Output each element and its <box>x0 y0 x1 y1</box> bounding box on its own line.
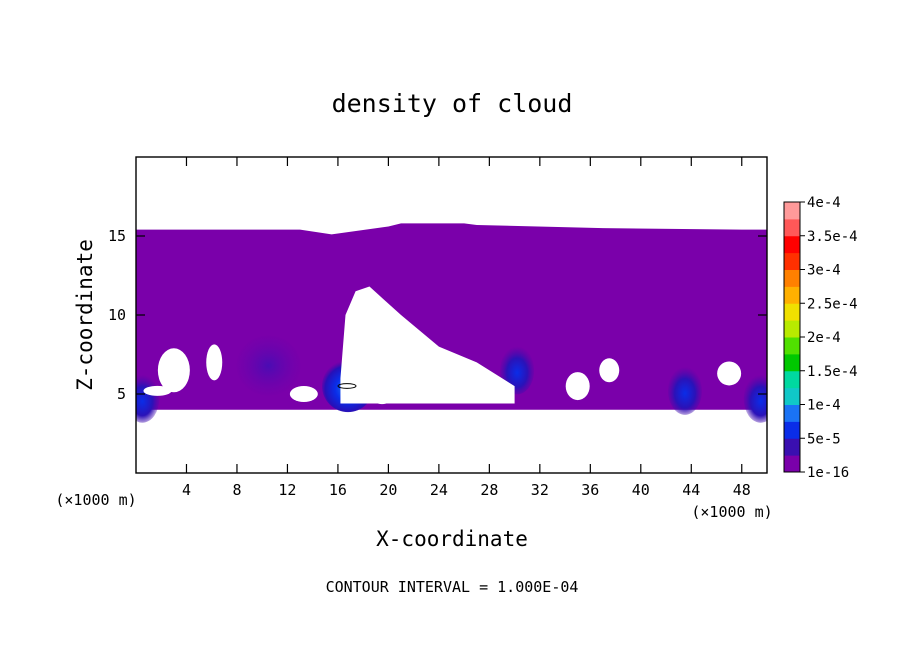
colorbar-label: 2e-4 <box>807 330 841 346</box>
colorbar-segment <box>784 438 800 456</box>
x-axis-label: X-coordinate <box>376 527 528 551</box>
colorbar-segment <box>784 404 800 422</box>
density-maximum-3 <box>236 335 301 396</box>
x-tick-label: 28 <box>480 481 498 499</box>
density-maximum-4 <box>136 374 160 423</box>
x-tick-label: 36 <box>581 481 599 499</box>
clear-hole-0 <box>157 348 190 393</box>
y-tick-label: 15 <box>108 227 126 245</box>
colorbar-segment <box>784 202 800 220</box>
colorbar-label: 4e-4 <box>807 195 841 211</box>
colorbar: 1e-16 5e-5 1e-4 1.5e-4 2e-4 2.5e-4 3e-4 3.5e-4 4… <box>783 195 858 481</box>
density-maximum-2 <box>500 346 535 395</box>
density-maximum-1 <box>667 366 702 415</box>
colorbar-segment <box>784 337 800 355</box>
colorbar-segment <box>784 269 800 287</box>
x-tick-label: 12 <box>278 481 296 499</box>
colorbar-segment <box>784 387 800 405</box>
y-axis-label: Z-coordinate <box>73 239 97 391</box>
x-unit-label: (×1000 m) <box>691 503 772 521</box>
colorbar-segment <box>784 353 800 372</box>
colorbar-label: 5e-5 <box>807 431 841 447</box>
colorbar-label: 3e-4 <box>807 263 841 279</box>
colorbar-segment <box>784 218 800 237</box>
contour-interval-note: CONTOUR INTERVAL = 1.000E-04 <box>326 578 579 596</box>
colorbar-label: 3.5e-4 <box>807 229 858 245</box>
clear-gap <box>340 286 515 404</box>
clear-hole-3 <box>372 390 393 405</box>
y-tick-label: 5 <box>117 385 126 403</box>
y-axis-ticks: 5 10 15 <box>108 227 767 403</box>
colorbar-label: 1e-4 <box>807 398 841 414</box>
colorbar-segment <box>784 235 800 254</box>
x-tick-label: 44 <box>682 481 700 499</box>
colorbar-segment <box>784 320 800 338</box>
clear-hole-6 <box>717 361 742 386</box>
colorbar-label: 2.5e-4 <box>807 296 858 312</box>
density-maximum-5 <box>743 374 767 423</box>
colorbar-segment <box>784 421 800 439</box>
x-axis-ticks: 4 8 12 16 20 24 28 32 36 40 44 48 <box>182 157 751 499</box>
x-tick-label: 48 <box>733 481 751 499</box>
x-tick-label: 24 <box>430 481 448 499</box>
plot-area <box>136 223 767 423</box>
colorbar-label: 1e-16 <box>807 465 849 481</box>
colorbar-segment <box>784 252 800 270</box>
colorbar-label: 1.5e-4 <box>807 364 858 380</box>
colorbar-segment <box>784 286 800 304</box>
clear-hole-1 <box>206 344 223 381</box>
x-tick-label: 16 <box>329 481 347 499</box>
x-tick-label: 40 <box>632 481 650 499</box>
clear-hole-4 <box>565 372 590 401</box>
y-unit-label: (×1000 m) <box>55 491 136 509</box>
x-tick-label: 8 <box>232 481 241 499</box>
colorbar-segment <box>784 370 800 389</box>
x-tick-label: 32 <box>531 481 549 499</box>
y-tick-label: 10 <box>108 306 126 324</box>
x-tick-label: 20 <box>379 481 397 499</box>
colorbar-segment <box>784 455 800 473</box>
clear-hole-2 <box>289 386 318 402</box>
clear-hole-5 <box>599 358 620 383</box>
colorbar-segment <box>784 303 800 321</box>
chart-title: density of cloud <box>332 89 573 118</box>
max-contour-line <box>337 383 357 389</box>
x-tick-label: 4 <box>182 481 191 499</box>
clear-hole-7 <box>143 385 172 396</box>
